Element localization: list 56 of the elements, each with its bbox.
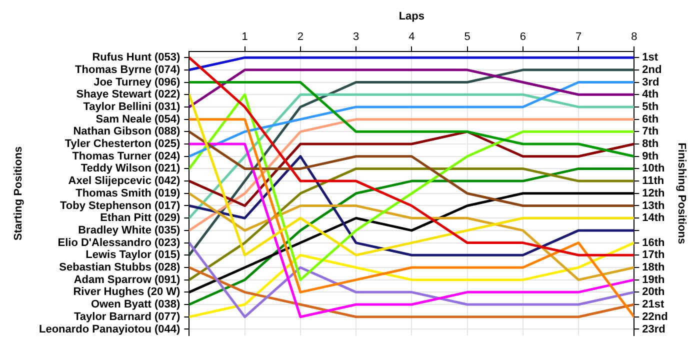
y-tick-label: 8th	[642, 138, 659, 150]
text: Joe Turney (096)	[94, 76, 181, 88]
text: Sebastian Stubbs (028)	[59, 262, 181, 274]
text: Owen Byatt (038)	[90, 298, 181, 311]
text: Leonardo Panayiotou (044)	[38, 323, 181, 336]
text: Nathan Gibson (088)	[73, 126, 181, 138]
x-tick-label: 6	[520, 30, 526, 43]
y-tick-label: 17th	[642, 249, 666, 262]
x-tick-label: 5	[464, 30, 470, 43]
y-tick-label: 5th	[642, 100, 659, 113]
y-tick-label: 19th	[642, 274, 666, 286]
y-tick-label: 20th	[642, 286, 666, 298]
y-tick-label: 13th	[642, 200, 666, 212]
text: Shaye Stewart (022)	[76, 88, 181, 101]
text: Ethan Pitt (029)	[100, 212, 181, 224]
text: Thomas Smith (019)	[76, 187, 181, 200]
x-tick-label: 2	[297, 30, 304, 43]
y-tick-label: 16th	[642, 236, 666, 249]
y-tick-label: 22nd	[642, 310, 668, 323]
y-axis-title: Finishing Positions	[675, 142, 688, 244]
text: Lewis Taylor (015)	[86, 249, 181, 262]
text: Elio D'Alessandro (023)	[58, 236, 181, 249]
x-tick-label: 1	[242, 30, 248, 43]
text: Teddy Wilson (021)	[80, 162, 181, 175]
y-tick-label: 7th	[642, 126, 659, 138]
text: Starting Positions	[12, 146, 25, 240]
x-tick-label: 4	[408, 30, 415, 43]
text: Rufus Hunt (053)	[92, 52, 181, 64]
text: Taylor Barnard (077)	[74, 310, 181, 323]
y-tick-label: 4th	[642, 88, 659, 101]
y-tick-label: 21st	[642, 298, 664, 311]
y-tick-label: 11th	[642, 175, 664, 188]
y-tick-label: 14th	[642, 212, 666, 224]
text: River Hughes (20 W)	[73, 286, 181, 298]
y-tick-label: 9th	[642, 150, 659, 162]
y-tick-label: 2nd	[642, 64, 662, 76]
x-tick-label: 3	[352, 30, 360, 43]
y-tick-label: 10th	[642, 162, 666, 175]
y-tick-label: 12th	[642, 187, 666, 200]
y-tick-label: 1st	[642, 52, 658, 64]
text: Thomas Byrne (074)	[75, 64, 181, 76]
x-tick-label: 8	[631, 30, 638, 43]
y-tick-label: 6th	[642, 113, 659, 126]
y-tick-label: 23rd	[642, 323, 666, 336]
text: Bradley White (035)	[78, 224, 181, 236]
text: Taylor Bellini (031)	[83, 100, 181, 113]
text: Toby Stephenson (017)	[60, 200, 181, 212]
x-axis-title: Laps	[398, 10, 424, 23]
text: Tyler Chesterton (025)	[64, 138, 181, 150]
text: Axel Slijepcevic (042)	[68, 175, 181, 188]
text: Sam Neale (054)	[96, 113, 181, 126]
text: Thomas Turner (024)	[72, 150, 181, 162]
text: Adam Sparrow (091)	[74, 274, 181, 286]
y-tick-label: 3rd	[642, 76, 660, 88]
y-tick-label: 18th	[642, 262, 666, 274]
x-tick-label: 7	[575, 30, 582, 43]
